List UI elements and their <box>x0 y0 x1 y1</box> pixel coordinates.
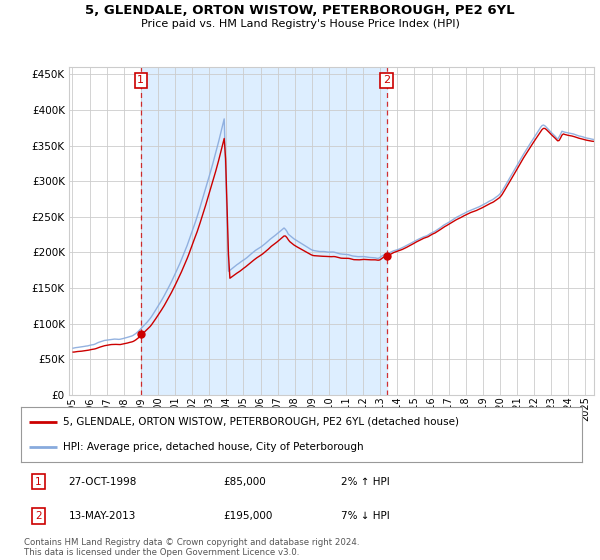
Text: £85,000: £85,000 <box>223 477 266 487</box>
Text: 2% ↑ HPI: 2% ↑ HPI <box>341 477 389 487</box>
Text: 2: 2 <box>35 511 41 521</box>
Text: 1: 1 <box>35 477 41 487</box>
Text: £195,000: £195,000 <box>223 511 272 521</box>
Text: 5, GLENDALE, ORTON WISTOW, PETERBOROUGH, PE2 6YL (detached house): 5, GLENDALE, ORTON WISTOW, PETERBOROUGH,… <box>63 417 459 427</box>
Bar <box>141 67 386 395</box>
Text: 1: 1 <box>137 76 145 85</box>
Text: Contains HM Land Registry data © Crown copyright and database right 2024.
This d: Contains HM Land Registry data © Crown c… <box>24 538 359 557</box>
Text: 27-OCT-1998: 27-OCT-1998 <box>68 477 137 487</box>
Text: 5, GLENDALE, ORTON WISTOW, PETERBOROUGH, PE2 6YL: 5, GLENDALE, ORTON WISTOW, PETERBOROUGH,… <box>85 4 515 17</box>
Text: 2: 2 <box>383 76 390 85</box>
Text: HPI: Average price, detached house, City of Peterborough: HPI: Average price, detached house, City… <box>63 442 364 452</box>
Text: 13-MAY-2013: 13-MAY-2013 <box>68 511 136 521</box>
Text: 7% ↓ HPI: 7% ↓ HPI <box>341 511 389 521</box>
Text: Price paid vs. HM Land Registry's House Price Index (HPI): Price paid vs. HM Land Registry's House … <box>140 19 460 29</box>
